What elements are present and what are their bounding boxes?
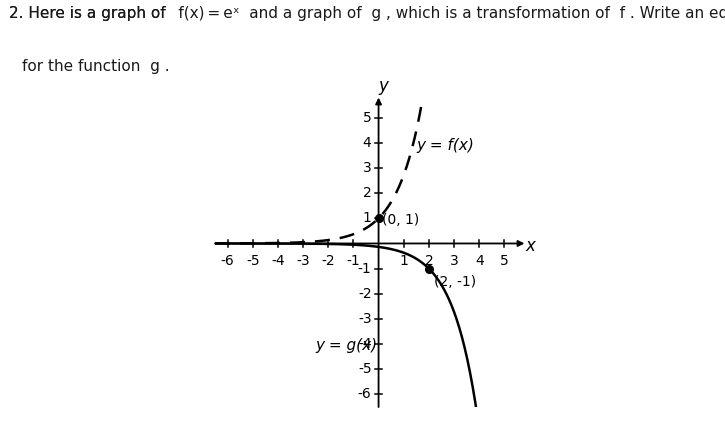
- Text: (0, 1): (0, 1): [382, 212, 420, 226]
- Text: 2: 2: [425, 254, 434, 268]
- Text: -3: -3: [358, 312, 371, 326]
- Text: -6: -6: [220, 254, 234, 268]
- Text: -1: -1: [347, 254, 360, 268]
- Text: -4: -4: [358, 337, 371, 351]
- Text: y = f(x): y = f(x): [416, 138, 474, 153]
- Text: 3: 3: [362, 161, 371, 175]
- Text: 1: 1: [399, 254, 408, 268]
- Text: for the function  g .: for the function g .: [22, 59, 170, 73]
- Text: -2: -2: [321, 254, 335, 268]
- Text: y = g(x): y = g(x): [315, 338, 378, 353]
- Text: -2: -2: [358, 287, 371, 301]
- Text: 2. Here is a graph of: 2. Here is a graph of: [9, 6, 175, 21]
- Text: 4: 4: [475, 254, 484, 268]
- Text: -5: -5: [246, 254, 260, 268]
- Text: 3: 3: [450, 254, 458, 268]
- Text: -3: -3: [297, 254, 310, 268]
- Text: x: x: [526, 237, 536, 255]
- Text: 5: 5: [500, 254, 509, 268]
- Text: y: y: [378, 77, 388, 95]
- Text: -5: -5: [358, 362, 371, 376]
- Text: -4: -4: [271, 254, 285, 268]
- Text: 4: 4: [362, 136, 371, 150]
- Text: (2, -1): (2, -1): [434, 275, 476, 289]
- Text: -1: -1: [357, 262, 371, 276]
- Text: 2: 2: [362, 186, 371, 200]
- Text: -6: -6: [357, 388, 371, 402]
- Text: 1: 1: [362, 211, 371, 225]
- Text: 5: 5: [362, 111, 371, 125]
- Text: 2. Here is a graph of   f(x) = eˣ  and a graph of  g , which is a transformation: 2. Here is a graph of f(x) = eˣ and a gr…: [9, 6, 725, 21]
